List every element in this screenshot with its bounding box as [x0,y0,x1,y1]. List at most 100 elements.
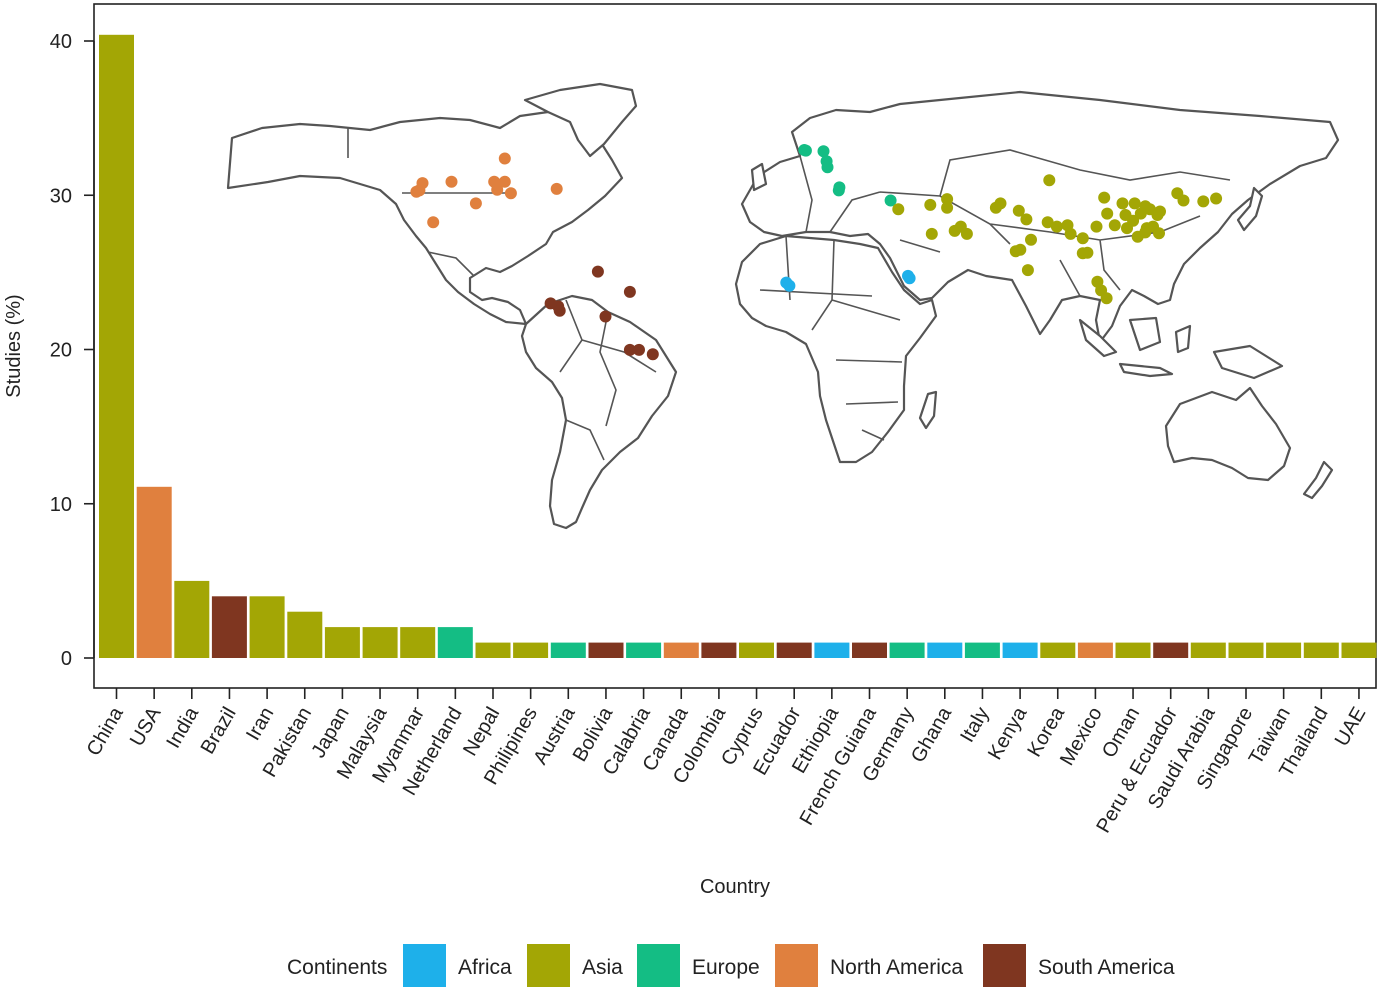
study-site-asia-45 [1020,213,1033,226]
border-africa [759,235,903,441]
study-site-asia-69 [1151,209,1164,221]
map-land [226,82,1340,530]
study-site-asia-50 [1041,216,1054,229]
bar-austria [550,642,586,658]
study-site-south-america-21 [646,348,659,361]
study-site-asia-53 [1061,219,1074,232]
study-site-asia-77 [1153,227,1165,240]
bar-nepal [475,642,511,658]
bar-italy [964,642,1000,658]
bar-ethiopia [814,642,850,658]
bar-calabria [626,642,662,658]
bar-thailand [1303,642,1339,658]
bar-iran [249,596,285,658]
land-greenland [523,82,638,158]
land-japan [1236,186,1264,232]
y-axis-title: Studies (%) [3,294,25,397]
study-site-asia-73 [1139,226,1152,239]
study-site-asia-76 [1108,219,1121,232]
border-europe-asia [799,149,1231,297]
bar-bolivia [588,642,624,658]
study-site-asia-60 [1043,174,1056,187]
study-site-north-america-4 [445,175,458,188]
land-madagascar [918,390,938,430]
study-site-asia-41 [954,220,967,233]
study-site-asia-49 [1021,264,1034,277]
bar-singapore [1228,642,1264,658]
study-site-africa-33 [903,272,916,285]
study-site-asia-82 [1119,209,1132,221]
study-site-south-america-17 [599,310,612,323]
study-site-asia-61 [1098,191,1111,204]
study-site-asia-75 [1090,220,1103,233]
study-site-asia-56 [1076,247,1089,260]
study-site-south-america-13 [591,265,604,278]
study-site-europe-29 [884,194,897,207]
bar-kenya [1002,642,1038,658]
bars [99,34,1377,659]
study-site-asia-63 [1128,197,1141,210]
legend-label-europe: Europe [692,956,760,979]
land-australia [1164,386,1292,482]
study-site-asia-83 [1134,207,1147,220]
bar-french-guiana [852,642,887,658]
y-tick-label-40: 40 [50,31,72,53]
x-tick-label-iran: Iran [242,704,278,745]
study-site-north-america-12 [427,216,440,229]
study-site-europe-23 [799,144,812,157]
study-site-north-america-3 [416,177,429,190]
x-tick-label-usa: USA [126,703,166,750]
legend-key-europe [637,944,680,987]
bar-oman [1115,642,1151,658]
study-site-north-america-10 [550,182,563,195]
bar-philipines [513,642,549,658]
study-site-asia-74 [1101,207,1114,220]
study-site-asia-43 [989,201,1002,214]
study-site-asia-34 [892,203,905,216]
bar-colombia [701,642,737,658]
y-tick-label-20: 20 [50,340,72,362]
y-axis: 0 10 20 30 40 [50,31,95,670]
study-site-north-america-8 [504,187,517,200]
study-site-asia-62 [1116,197,1129,210]
legend: Continents Africa Asia Europe North America… [287,944,1175,987]
land-new-zealand [1302,460,1334,500]
study-site-north-america-7 [491,183,504,196]
bar-netherland [437,627,473,658]
x-axis-title: Country [700,876,770,898]
study-site-asia-48 [1009,245,1022,258]
study-site-europe-26 [821,161,834,174]
bar-mexico [1077,642,1113,658]
study-site-asia-37 [941,201,954,214]
study-site-south-america-18 [623,285,636,298]
study-site-north-america-6 [498,175,511,188]
study-site-north-america-9 [469,197,482,210]
study-site-asia-79 [1177,194,1190,207]
legend-label-asia: Asia [582,956,623,979]
bar-canada [663,642,699,658]
study-site-asia-46 [1025,233,1037,246]
legend-label-north-america: North America [830,956,963,979]
y-tick-label-30: 30 [50,185,72,207]
x-tick-label-uae: UAE [1331,704,1371,751]
bar-brazil [211,596,247,658]
bar-peru-ecuador [1153,642,1189,658]
y-tick-label-10: 10 [50,494,72,516]
bar-japan [324,627,360,658]
border-south-america [559,299,657,461]
legend-key-asia [527,944,570,987]
border-us-mexico [427,251,475,277]
study-site-asia-35 [924,198,937,211]
bar-saudi-arabia [1190,642,1226,658]
bar-cyprus [739,642,774,658]
study-site-asia-80 [1210,192,1223,205]
study-site-africa-31 [783,279,796,292]
legend-title: Continents [287,956,387,979]
study-site-asia-51 [1050,220,1063,233]
x-tick-label-kenya: Kenya [984,703,1032,764]
legend-label-south-america: South America [1038,956,1175,979]
x-tick-label-brazil: Brazil [197,704,241,758]
land-indonesia [1078,316,1284,380]
